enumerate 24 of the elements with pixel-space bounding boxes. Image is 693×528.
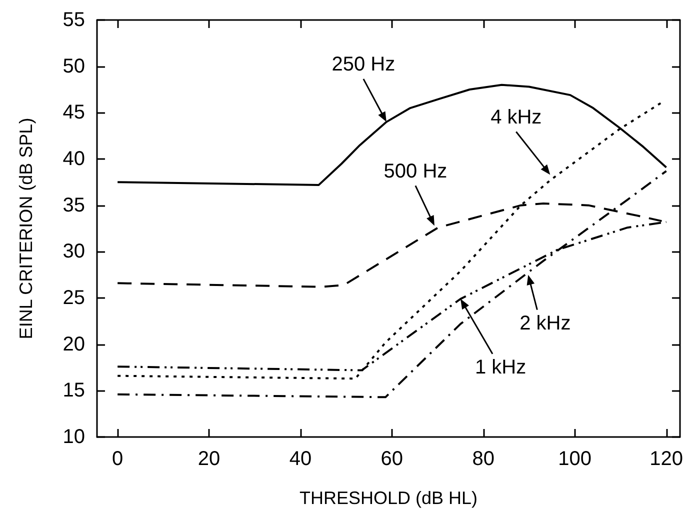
y-tick-label: 55: [62, 9, 85, 31]
y-tick-label: 20: [62, 333, 85, 356]
annotation: 500 Hz: [384, 160, 448, 184]
y-tick-label: 25: [62, 287, 85, 309]
x-tick-label: 60: [380, 448, 404, 470]
annotation: 1 kHz: [474, 356, 526, 380]
x-tick-label: 20: [198, 448, 220, 470]
y-axis-title: EINL CRITERION (dB SPL): [16, 118, 36, 340]
y-tick-label: 50: [62, 55, 85, 78]
y-tick-label: 35: [62, 194, 85, 216]
annotation: 2 kHz: [520, 312, 571, 336]
annotation: 4 kHz: [490, 106, 542, 130]
x-axis-title: THRESHOLD (dB HL): [299, 488, 478, 508]
x-tick-label: 40: [289, 448, 312, 470]
y-tick-label: 40: [62, 148, 85, 170]
x-tick-label: 100: [558, 448, 592, 470]
y-tick-label: 15: [62, 380, 85, 402]
y-tick-label: 10: [62, 426, 85, 448]
y-tick-label: 45: [62, 102, 85, 124]
y-tick-label: 30: [62, 240, 85, 263]
x-tick-label: 0: [112, 448, 124, 470]
x-tick-label: 120: [650, 448, 683, 470]
annotation: 250 Hz: [332, 53, 396, 76]
x-tick-label: 80: [472, 448, 495, 470]
